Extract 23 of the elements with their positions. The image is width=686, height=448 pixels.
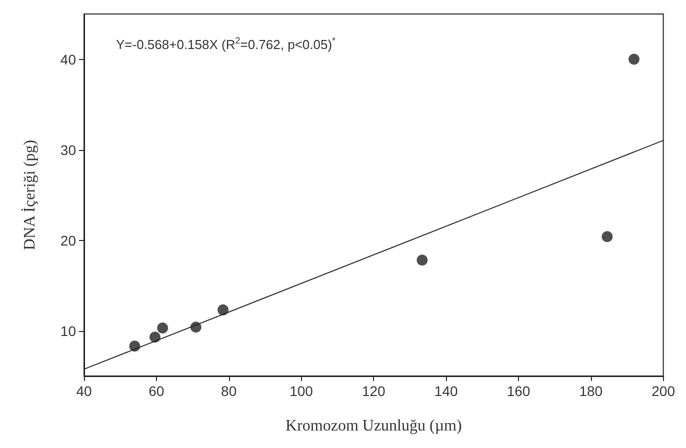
point (129, 340, 140, 352)
x-tick-label: 80 (221, 383, 237, 399)
x-tick-label: 120 (362, 383, 386, 399)
point (149, 332, 160, 343)
point (628, 54, 640, 65)
x-tick-label: 40 (76, 383, 92, 399)
x-tick-label: 160 (506, 383, 530, 399)
x-tick-label: 140 (434, 383, 458, 399)
x-tick-label: 200 (652, 383, 676, 399)
point (416, 254, 428, 266)
point (157, 322, 168, 334)
y-tick-label: 10 (60, 322, 76, 339)
y-axis-title: DNA İçeriği (pg) (20, 140, 38, 250)
x-tick-label: 60 (148, 383, 164, 399)
x-axis-title: Kromozom Uzunluğu (µm) (286, 418, 462, 434)
y-tick-label: 40 (60, 51, 76, 68)
point (602, 231, 613, 242)
y-tick-label: 30 (60, 142, 76, 158)
x-tick-label: 100 (290, 383, 314, 399)
point (190, 322, 202, 333)
x-tick-label: 180 (579, 383, 603, 399)
point (218, 304, 229, 316)
y-tick-label: 20 (60, 232, 76, 248)
